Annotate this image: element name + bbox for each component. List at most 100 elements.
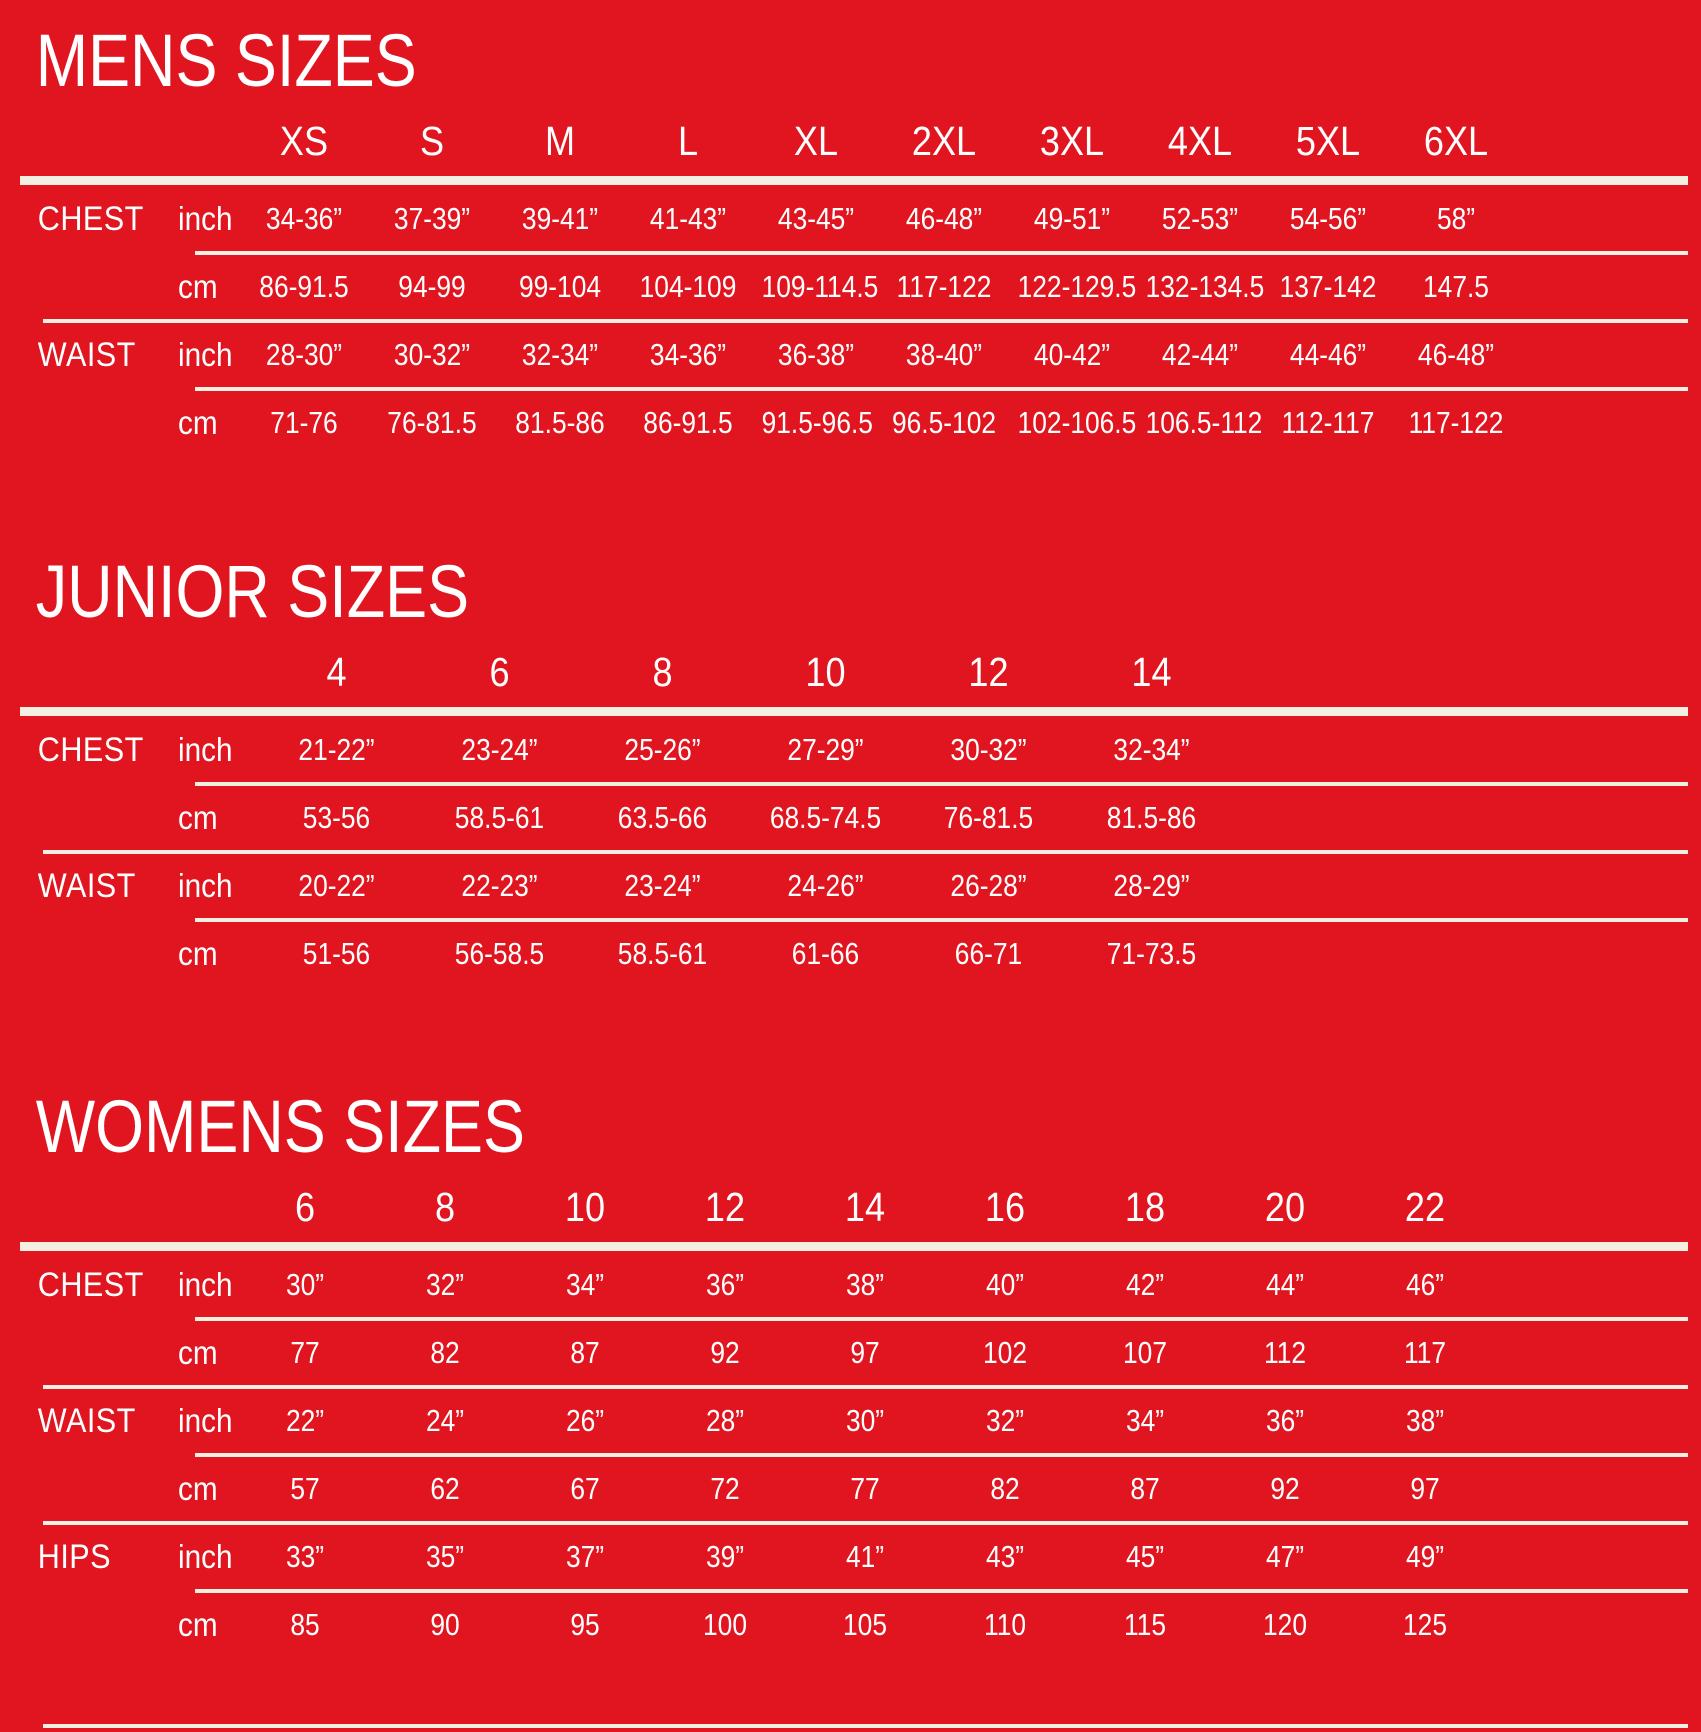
unit-label: cm	[178, 935, 218, 972]
value-cell: 43”	[985, 1539, 1025, 1574]
size-column-header: 5XL	[1295, 117, 1361, 164]
value-cell: 58.5-61	[454, 800, 545, 835]
size-column-header: 14	[1131, 648, 1172, 695]
unit-label: inch	[178, 1266, 233, 1303]
size-column-header: 6	[294, 1183, 316, 1230]
measurement-row: cm 86-91.5 94-99 99-104 104-109 109-114.5 117-…	[0, 255, 1701, 319]
value-cell: 99-104	[518, 269, 602, 304]
value-cell: 92	[710, 1335, 740, 1370]
section-junior: JUNIOR SIZES 4 6 8 10 12 14 CHEST inch 21-22” 23-2…	[0, 555, 1701, 986]
value-cell: 38”	[845, 1267, 885, 1302]
size-column-header: 2XL	[911, 117, 977, 164]
value-cell: 117-122	[1408, 405, 1504, 440]
value-cell: 51-56	[302, 936, 371, 971]
value-cell: 100	[703, 1607, 747, 1642]
unit-label: inch	[178, 336, 233, 373]
value-cell: 47”	[1265, 1539, 1305, 1574]
value-cell: 36”	[1265, 1403, 1305, 1438]
value-cell: 137-142	[1279, 269, 1377, 304]
value-cell: 23-24”	[624, 868, 701, 903]
unit-label: inch	[178, 200, 233, 237]
value-cell: 92	[1270, 1471, 1300, 1506]
value-cell: 96.5-102	[891, 405, 997, 440]
value-cell: 90	[430, 1607, 460, 1642]
value-cell: 95	[570, 1607, 600, 1642]
value-cell: 62	[430, 1471, 460, 1506]
value-cell: 102-106.5	[1017, 405, 1137, 440]
measurement-label: WAIST	[37, 335, 136, 374]
value-cell: 21-22”	[298, 732, 375, 767]
value-cell: 52-53”	[1161, 201, 1239, 236]
value-cell: 24”	[425, 1403, 465, 1438]
measurement-label: CHEST	[37, 1265, 144, 1304]
value-cell: 30”	[285, 1267, 325, 1302]
measurement-row: cm 57 62 67 72 77 82 87 92 97	[0, 1457, 1701, 1521]
unit-label: cm	[178, 1470, 218, 1507]
value-cell: 46-48”	[905, 201, 983, 236]
measurement-label: CHEST	[37, 199, 144, 238]
value-cell: 86-91.5	[259, 269, 349, 304]
measurement-row: WAIST inch 22” 24” 26” 28” 30” 32” 34” 36” 38”	[0, 1389, 1701, 1453]
value-cell: 66-71	[954, 936, 1023, 971]
size-column-header: S	[419, 117, 445, 164]
value-cell: 37”	[565, 1539, 605, 1574]
measurement-row: WAIST inch 28-30” 30-32” 32-34” 34-36” 36-38” 3…	[0, 323, 1701, 387]
value-cell: 109-114.5	[761, 269, 879, 304]
sizes-header-row: 6 8 10 12 14 16 18 20 22	[0, 1174, 1701, 1240]
value-cell: 82	[430, 1335, 460, 1370]
divider-thick	[20, 707, 1688, 716]
value-cell: 117	[1403, 1335, 1446, 1370]
value-cell: 112	[1263, 1335, 1306, 1370]
value-cell: 20-22”	[298, 868, 375, 903]
size-column-header: M	[544, 117, 576, 164]
value-cell: 72	[710, 1471, 740, 1506]
unit-label: inch	[178, 867, 233, 904]
size-column-header: 8	[434, 1183, 456, 1230]
sizes-header-row: XS S M L XL 2XL 3XL 4XL 5XL 6XL	[0, 108, 1701, 174]
value-cell: 82	[990, 1471, 1020, 1506]
measurement-row: cm 85 90 95 100 105 110 115 120 125	[0, 1593, 1701, 1657]
measurement-row: cm 77 82 87 92 97 102 107 112 117	[0, 1321, 1701, 1385]
unit-label: inch	[178, 731, 233, 768]
value-cell: 105	[843, 1607, 887, 1642]
value-cell: 36”	[705, 1267, 745, 1302]
value-cell: 42”	[1125, 1267, 1165, 1302]
value-cell: 26-28”	[950, 868, 1027, 903]
value-cell: 26”	[565, 1403, 605, 1438]
value-cell: 36-38”	[777, 337, 855, 372]
value-cell: 39-41”	[521, 201, 599, 236]
divider-indent	[195, 918, 1688, 922]
size-column-header: 4XL	[1167, 117, 1233, 164]
value-cell: 57	[290, 1471, 320, 1506]
value-cell: 41-43”	[649, 201, 727, 236]
divider-thick	[20, 176, 1688, 185]
value-cell: 76-81.5	[943, 800, 1034, 835]
value-cell: 87	[570, 1335, 600, 1370]
value-cell: 120	[1263, 1607, 1307, 1642]
value-cell: 86-91.5	[643, 405, 733, 440]
value-cell: 38”	[1405, 1403, 1445, 1438]
section-title-womens: WOMENS SIZES	[35, 1085, 525, 1168]
value-cell: 97	[1410, 1471, 1440, 1506]
value-cell: 87	[1130, 1471, 1160, 1506]
measurement-row: cm 53-56 58.5-61 63.5-66 68.5-74.5 76-81.5 81.…	[0, 786, 1701, 850]
value-cell: 27-29”	[787, 732, 864, 767]
section-mens: MENS SIZES XS S M L XL 2XL 3XL 4XL 5XL 6XL CHEST inc…	[0, 0, 1701, 455]
value-cell: 122-129.5	[1017, 269, 1137, 304]
value-cell: 49-51”	[1033, 201, 1111, 236]
value-cell: 24-26”	[787, 868, 864, 903]
value-cell: 115	[1123, 1607, 1166, 1642]
divider-indent	[195, 1453, 1688, 1457]
value-cell: 30”	[845, 1403, 885, 1438]
size-column-header: 20	[1264, 1183, 1306, 1230]
value-cell: 38-40”	[905, 337, 983, 372]
size-column-header: 10	[564, 1183, 606, 1230]
value-cell: 23-24”	[461, 732, 538, 767]
size-column-header: 6	[489, 648, 510, 695]
size-column-header: 3XL	[1039, 117, 1105, 164]
value-cell: 58”	[1436, 201, 1476, 236]
value-cell: 94-99	[398, 269, 466, 304]
value-cell: 34-36”	[265, 201, 343, 236]
divider-indent	[195, 1589, 1688, 1593]
size-column-header: 6XL	[1423, 117, 1489, 164]
